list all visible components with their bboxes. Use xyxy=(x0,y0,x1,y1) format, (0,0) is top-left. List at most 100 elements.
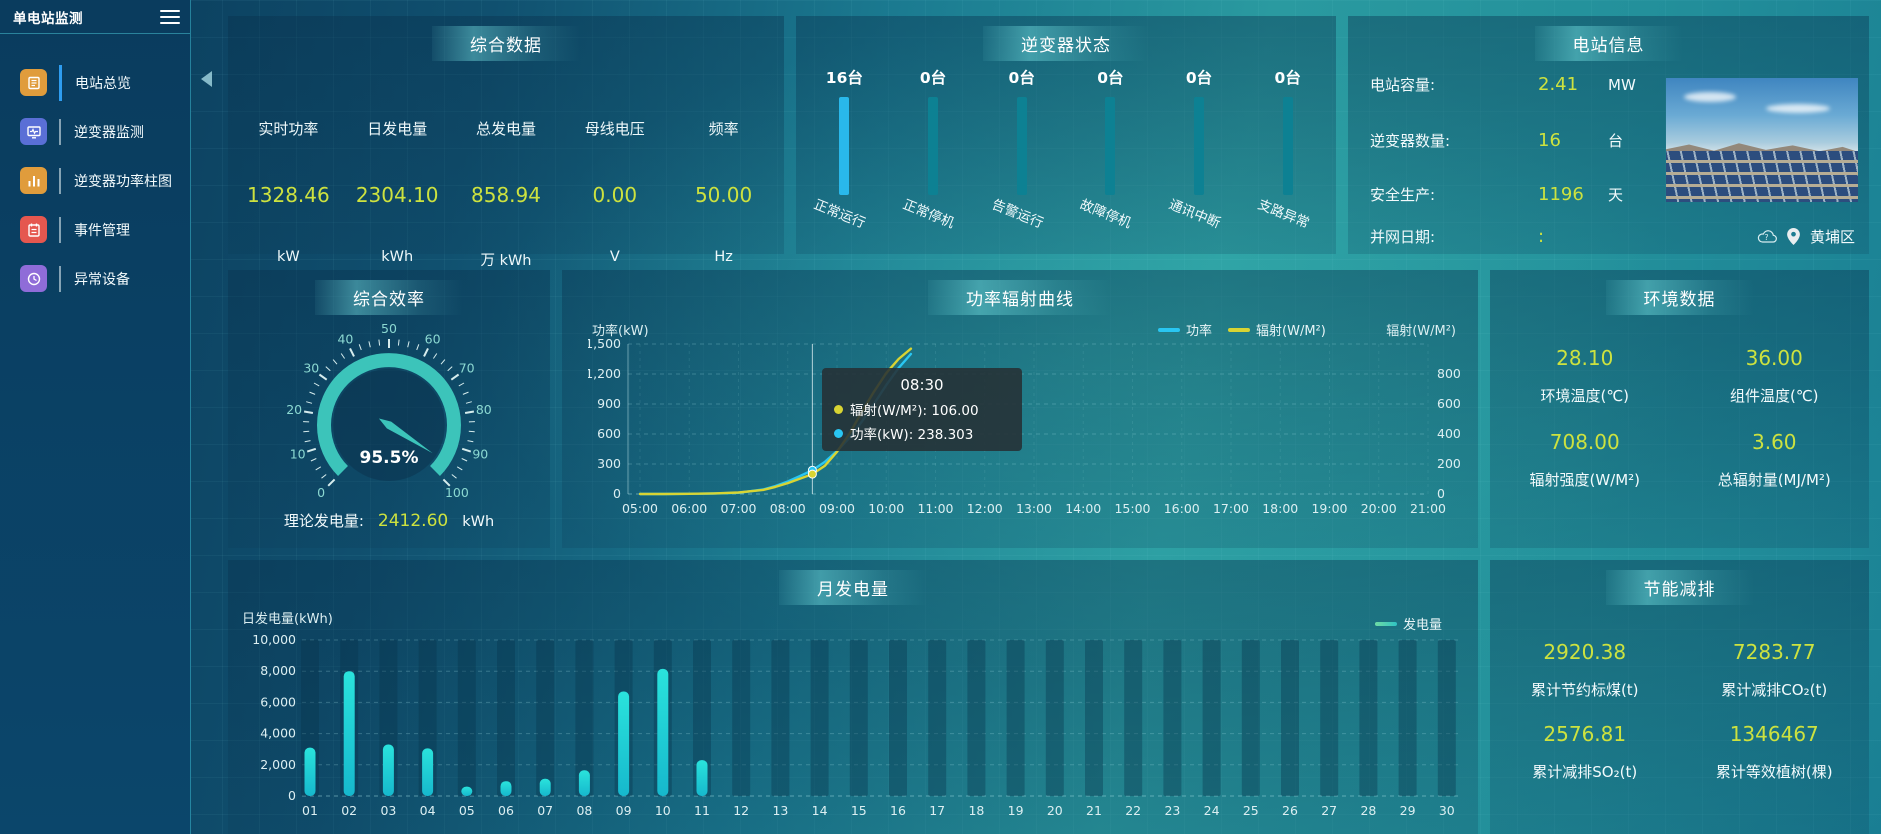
svg-text:08: 08 xyxy=(576,803,592,818)
svg-text:200: 200 xyxy=(1437,456,1461,471)
svg-text:17:00: 17:00 xyxy=(1213,501,1249,516)
station-row-label: 安全生产: xyxy=(1370,186,1436,204)
panel-efficiency: 综合效率 0 10 20 30 40 50 60 70 80 90 100 95.5% 理论发电量: 2… xyxy=(228,270,550,548)
inverter-status-group: 16台 正常运行 xyxy=(800,58,889,250)
sidebar-item-power-bars[interactable]: 逆变器功率柱图 xyxy=(0,156,190,205)
summary-metrics: 实时功率 1328.46 kW 日发电量 2304.10 kWh 总发电量 858.94 万 k… xyxy=(234,60,778,269)
abnormal-device-icon xyxy=(20,265,47,292)
svg-text:19: 19 xyxy=(1008,803,1024,818)
svg-text:17: 17 xyxy=(929,803,945,818)
stat-value: 28.10 xyxy=(1556,346,1614,370)
bar-chart-legend: 发电量 xyxy=(1374,614,1442,633)
sidebar-header: 单电站监测 xyxy=(0,0,190,34)
left-axis-title: 功率(kW) xyxy=(592,324,649,339)
stat-cell: 1346467 累计等效植树(棵) xyxy=(1680,722,1870,782)
panel-title-station-info: 电站信息 xyxy=(1534,26,1683,61)
svg-text:15:00: 15:00 xyxy=(1114,501,1150,516)
inverter-count: 0台 xyxy=(1185,69,1213,87)
metric-value: 0.00 xyxy=(592,183,638,207)
stat-value: 2576.81 xyxy=(1543,722,1627,746)
svg-text:0: 0 xyxy=(288,788,296,803)
station-row-label: 并网日期: xyxy=(1370,228,1436,246)
svg-text:10,000: 10,000 xyxy=(252,632,296,647)
inverter-status-bar xyxy=(1016,97,1027,195)
svg-text:0: 0 xyxy=(1437,486,1445,501)
svg-text:50: 50 xyxy=(381,321,397,336)
inverter-status-bars: 16台 正常运行 0台 正常停机 0台 告警运行 0台 故障停机 0台 通讯中断 0台 支路异常 xyxy=(800,58,1332,250)
metric-unit: kW xyxy=(277,249,300,265)
sidebar-item-rail xyxy=(59,167,61,194)
svg-text:30: 30 xyxy=(1439,803,1455,818)
panel-title-inverter-status: 逆变器状态 xyxy=(983,26,1149,61)
panel-title-power-radiation: 功率辐射曲线 xyxy=(928,280,1112,315)
station-photo xyxy=(1666,78,1858,202)
legend-item-generation[interactable]: 发电量 xyxy=(1374,614,1442,633)
svg-text:09: 09 xyxy=(616,803,632,818)
svg-text:18: 18 xyxy=(968,803,984,818)
sidebar-item-abnormal-device[interactable]: 异常设备 xyxy=(0,254,190,303)
svg-text:25: 25 xyxy=(1243,803,1259,818)
stat-value: 7283.77 xyxy=(1732,640,1816,664)
location-pin-icon[interactable] xyxy=(1787,228,1800,245)
weather-cloud-icon[interactable]: ? xyxy=(1757,229,1777,244)
svg-text:21: 21 xyxy=(1086,803,1102,818)
station-row-unit: 天 xyxy=(1608,186,1624,204)
inverter-status-label: 故障停机 xyxy=(1077,196,1134,232)
panel-energy-saving: 节能减排 2920.38 累计节约标煤(t) 7283.77 累计减排CO₂(t) 25… xyxy=(1490,560,1869,834)
metric-value: 1328.46 xyxy=(247,183,330,207)
monthly-generation-chart[interactable]: 0 2,000 4,000 6,000 8,000 10,000 01 02 03 04 05 06 0… xyxy=(238,624,1478,832)
svg-text:13:00: 13:00 xyxy=(1016,501,1052,516)
svg-text:40: 40 xyxy=(337,332,353,347)
stat-label: 辐射强度(W/M²) xyxy=(1529,471,1641,489)
svg-text:90: 90 xyxy=(472,447,488,462)
environment-grid: 28.10 环境温度(℃) 36.00 组件温度(℃) 708.00 辐射强度(W/M²)… xyxy=(1490,346,1869,490)
stat-value: 2920.38 xyxy=(1543,640,1627,664)
svg-text:21:00: 21:00 xyxy=(1410,501,1446,516)
svg-text:08:00: 08:00 xyxy=(770,501,806,516)
efficiency-gauge[interactable]: 0 10 20 30 40 50 60 70 80 90 100 95.5% xyxy=(249,308,529,508)
sidebar-item-label: 逆变器功率柱图 xyxy=(74,173,172,190)
sidebar-item-event-manage[interactable]: 事件管理 xyxy=(0,205,190,254)
inverter-count: 16台 xyxy=(825,69,863,87)
generation-legend-label: 发电量 xyxy=(1402,618,1442,633)
radiation-legend-label: 辐射(W/M²) xyxy=(1256,324,1326,339)
power-legend-swatch-icon xyxy=(1158,327,1180,332)
svg-text:02: 02 xyxy=(341,803,357,818)
svg-text:1,500: 1,500 xyxy=(588,336,621,351)
app-title: 单电站监测 xyxy=(13,10,83,27)
inverter-status-label: 通讯中断 xyxy=(1166,196,1223,232)
stat-label: 累计减排CO₂(t) xyxy=(1721,681,1828,699)
line-chart-legend: 功率 辐射(W/M²) xyxy=(1158,320,1326,339)
svg-text:600: 600 xyxy=(597,426,621,441)
stat-label: 环境温度(℃) xyxy=(1540,387,1630,405)
theoretical-generation-row: 理论发电量: 2412.60 kWh xyxy=(228,510,550,531)
svg-text:05:00: 05:00 xyxy=(622,501,658,516)
tooltip-series-row: 功率(kW): 238.303 xyxy=(834,423,1010,443)
legend-item-radiation[interactable]: 辐射(W/M²) xyxy=(1228,320,1326,339)
sidebar-item-rail xyxy=(59,64,62,101)
collapse-panel-arrow-icon[interactable] xyxy=(201,71,212,87)
svg-text:13: 13 xyxy=(772,803,788,818)
sidebar-item-inverter-monitor[interactable]: 逆变器监测 xyxy=(0,107,190,156)
legend-item-power[interactable]: 功率 xyxy=(1158,320,1212,339)
sidebar-item-overview-report[interactable]: 电站总览 xyxy=(0,58,190,107)
sidebar-item-label: 电站总览 xyxy=(75,75,131,92)
svg-text:6,000: 6,000 xyxy=(260,694,296,709)
svg-text:05: 05 xyxy=(459,803,475,818)
metric-unit: V xyxy=(609,249,620,265)
svg-text:16:00: 16:00 xyxy=(1164,501,1200,516)
svg-text:15: 15 xyxy=(851,803,867,818)
stat-value: 3.60 xyxy=(1751,430,1797,454)
svg-text:27: 27 xyxy=(1321,803,1337,818)
panel-power-radiation: 功率辐射曲线 功率(kW) 功率 辐射(W/M²) 辐射(W/M²) 0 0 300… xyxy=(562,270,1478,548)
station-info-row: 电站容量: 2.41 MW xyxy=(1370,74,1670,95)
menu-toggle-icon[interactable] xyxy=(160,9,180,24)
station-info-row: 安全生产: 1196 天 xyxy=(1370,184,1670,205)
power-radiation-chart[interactable]: 0 0 300 200 600 400 900 600 1,200 800 1,500 05:00 06… xyxy=(588,336,1468,536)
svg-text:12: 12 xyxy=(733,803,749,818)
metric-value: 50.00 xyxy=(694,183,753,207)
inverter-status-label: 告警运行 xyxy=(989,196,1046,232)
panel-title-environment: 环境数据 xyxy=(1605,280,1754,315)
svg-text:04: 04 xyxy=(420,803,436,818)
stat-value: 708.00 xyxy=(1549,430,1620,454)
